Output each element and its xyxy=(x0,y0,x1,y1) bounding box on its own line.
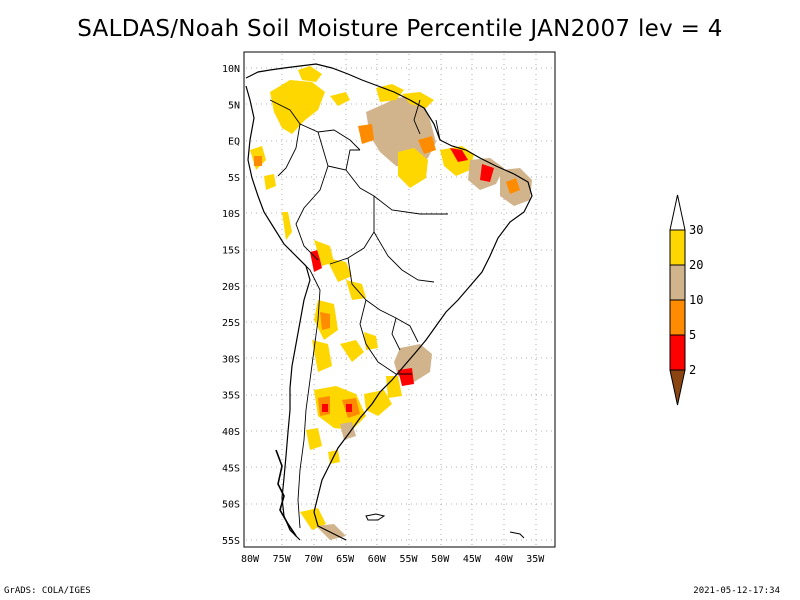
lat-label-5s: 5S xyxy=(228,173,240,184)
lat-label-20s: 20S xyxy=(222,282,240,293)
lat-label-30s: 30S xyxy=(222,354,240,365)
footer-timestamp: 2021-05-12-17:34 xyxy=(693,586,780,596)
lon-label-70w: 70W xyxy=(304,554,323,565)
colorbar-label: 2 xyxy=(689,363,696,377)
lat-label-45s: 45S xyxy=(222,463,240,474)
colorbar-label: 10 xyxy=(689,293,703,307)
colorbar-legend: 2 5 10 20 30 xyxy=(669,194,703,406)
lon-label-40w: 40W xyxy=(495,554,514,565)
colorbar-label: 20 xyxy=(689,258,703,272)
lon-label-80w: 80W xyxy=(241,554,260,565)
lon-label-35w: 35W xyxy=(526,554,545,565)
lat-label-50s: 50S xyxy=(222,500,240,511)
lon-label-60w: 60W xyxy=(368,554,387,565)
falkland-islands xyxy=(365,513,386,521)
lat-label-40s: 40S xyxy=(222,427,240,438)
colorbar-top-arrow xyxy=(669,194,686,231)
lat-label-10s: 10S xyxy=(222,209,240,220)
lat-label-15s: 15S xyxy=(222,246,240,257)
lon-label-45w: 45W xyxy=(463,554,482,565)
gridlines xyxy=(246,54,553,545)
lon-label-50w: 50W xyxy=(431,554,450,565)
latitude-labels: 10N 5N EQ 5S 10S 15S 20S 25S 30S 35S 40S 45S 50S 55S xyxy=(222,64,240,547)
colorbar-segment xyxy=(669,299,686,336)
colorbar-label: 30 xyxy=(689,223,703,237)
lat-label-eq: EQ xyxy=(228,137,240,148)
colorbar-segment xyxy=(669,334,686,371)
lat-label-25s: 25S xyxy=(222,318,240,329)
country-borders xyxy=(269,99,448,529)
coastline xyxy=(245,63,533,541)
colorbar-segment xyxy=(669,229,686,266)
percentile-patches xyxy=(250,66,532,540)
longitude-labels: 80W 75W 70W 65W 60W 55W 50W 45W 40W 35W xyxy=(241,554,545,565)
map-title: SALDAS/Noah Soil Moisture Percentile JAN… xyxy=(77,16,723,42)
lat-label-55s: 55S xyxy=(222,536,240,547)
colorbar-label: 5 xyxy=(689,328,696,342)
colorbar-bottom-arrow xyxy=(669,369,686,406)
lon-label-75w: 75W xyxy=(273,554,292,565)
lat-label-35s: 35S xyxy=(222,391,240,402)
lat-label-10n: 10N xyxy=(222,64,240,75)
lon-label-65w: 65W xyxy=(336,554,355,565)
footer-credit: GrADS: COLA/IGES xyxy=(4,586,91,596)
colorbar-segment xyxy=(669,264,686,301)
lon-label-55w: 55W xyxy=(399,554,418,565)
lat-label-5n: 5N xyxy=(228,100,240,111)
